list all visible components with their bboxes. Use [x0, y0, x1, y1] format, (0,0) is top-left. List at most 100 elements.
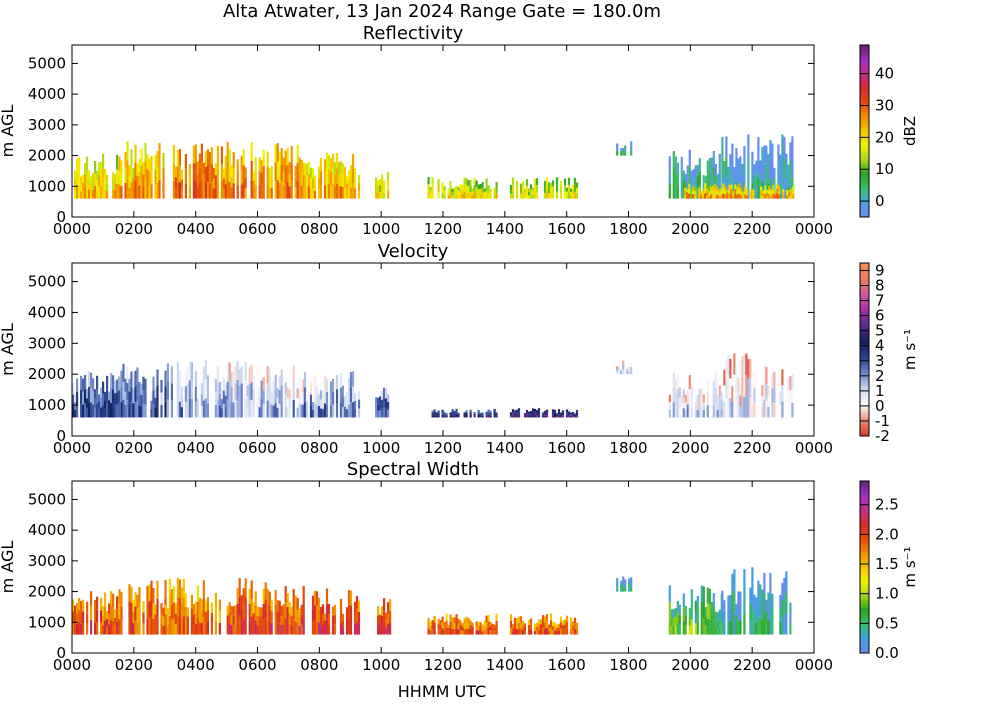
x-tick-label: 0600 — [238, 439, 276, 457]
x-tick-label: 0400 — [177, 220, 215, 238]
colorbar: 0.0 0.5 1.0 1.5 2.0 2.5 m s⁻¹ — [859, 480, 919, 662]
y-tick-label: 2000 — [28, 365, 66, 383]
x-tick-label: 1800 — [609, 656, 647, 674]
y-tick-label: 1000 — [28, 396, 66, 414]
x-tick-label: 1000 — [362, 439, 400, 457]
echo-block — [226, 361, 305, 418]
panel-spectral-width: Spectral Width 0000 0200 0400 0600 0800 1000 12… — [0, 459, 919, 674]
x-tick-label: 0600 — [238, 656, 276, 674]
y-tick-label: 2000 — [28, 583, 66, 601]
x-tick-label: 2200 — [733, 656, 771, 674]
x-tick-label: 1600 — [548, 439, 586, 457]
x-tick-label: 2000 — [671, 220, 709, 238]
echo-block — [118, 141, 165, 199]
colorbar-tick-label: 7 — [875, 292, 885, 310]
echo-block — [164, 577, 221, 635]
colorbar-tick-label: 6 — [875, 307, 885, 325]
colorbar-tick-label: 2 — [875, 367, 885, 385]
echo-block — [723, 353, 794, 418]
colorbar-tick-label: 2.5 — [875, 496, 899, 514]
x-tick-label: 1400 — [486, 439, 524, 457]
x-tick-label: 1400 — [486, 656, 524, 674]
echo-block — [427, 613, 498, 635]
x-tick-label: 0200 — [115, 656, 153, 674]
x-tick-label: 0000 — [53, 439, 91, 457]
echo-block — [303, 152, 361, 199]
colorbar-gradient — [859, 480, 870, 654]
y-tick-label: 5000 — [28, 54, 66, 72]
colorbar-label: dBZ — [901, 116, 919, 146]
colorbar-gradient — [859, 262, 870, 437]
echo-block — [72, 371, 121, 418]
y-axis-label: m AGL — [0, 105, 17, 158]
x-tick-label: 1200 — [424, 220, 462, 238]
colorbar: 0 10 20 30 40 dBZ — [859, 44, 919, 218]
echo-block — [311, 588, 361, 635]
echo-block — [120, 363, 167, 418]
echo-data — [72, 353, 794, 418]
colorbar-tick-label: 0 — [875, 397, 885, 415]
colorbar-tick-label: 8 — [875, 277, 885, 295]
echo-block — [118, 579, 167, 635]
colorbar-tick-label: -2 — [875, 427, 890, 445]
echo-block — [375, 171, 390, 199]
colorbar-tick-label: 5 — [875, 322, 885, 340]
echo-block — [721, 567, 792, 635]
x-tick-label: 1600 — [548, 220, 586, 238]
colorbar-label: m s⁻¹ — [901, 546, 919, 587]
echo-block — [616, 360, 633, 375]
echo-block — [509, 177, 579, 199]
y-tick-label: 3000 — [28, 552, 66, 570]
x-tick-label: 1200 — [424, 439, 462, 457]
echo-block — [74, 154, 121, 199]
x-tick-label: 1400 — [486, 220, 524, 238]
echo-block — [226, 578, 305, 635]
x-tick-label: 1000 — [362, 656, 400, 674]
y-tick-label: 5000 — [28, 273, 66, 291]
colorbar-tick-label: 30 — [875, 97, 894, 115]
echo-block — [303, 371, 361, 418]
colorbar-tick-label: 1 — [875, 382, 885, 400]
y-axis-label: m AGL — [0, 541, 17, 594]
x-tick-label: 1200 — [424, 656, 462, 674]
x-tick-label: 1800 — [609, 220, 647, 238]
x-tick-label: 1800 — [609, 439, 647, 457]
colorbar-tick-label: 1.5 — [875, 555, 899, 573]
colorbar-tick-label: 40 — [875, 65, 894, 83]
echo-block — [377, 598, 392, 635]
x-tick-label: 0000 — [795, 439, 833, 457]
x-tick-label: 0800 — [300, 220, 338, 238]
colorbar-tick-label: 3 — [875, 352, 885, 370]
x-tick-label: 0800 — [300, 439, 338, 457]
x-tick-label: 2200 — [733, 220, 771, 238]
x-tick-label: 2200 — [733, 439, 771, 457]
y-tick-label: 4000 — [28, 521, 66, 539]
colorbar-tick-label: 0.0 — [875, 644, 899, 662]
y-tick-label: 0 — [56, 208, 66, 226]
panel-title: Spectral Width — [347, 459, 479, 480]
y-tick-label: 4000 — [28, 85, 66, 103]
y-tick-label: 0 — [56, 644, 66, 662]
echo-data — [72, 567, 792, 635]
x-tick-label: 0000 — [53, 656, 91, 674]
colorbar-tick-label: 4 — [875, 337, 885, 355]
y-axis-label: m AGL — [0, 323, 17, 376]
y-tick-label: 3000 — [28, 116, 66, 134]
x-tick-label: 0200 — [115, 220, 153, 238]
colorbar-tick-label: 1.0 — [875, 585, 899, 603]
colorbar-tick-label: 0.5 — [875, 614, 899, 632]
x-tick-label: 1000 — [362, 220, 400, 238]
y-tick-label: 3000 — [28, 334, 66, 352]
echo-block — [226, 141, 305, 199]
echo-block — [509, 613, 579, 635]
y-tick-label: 0 — [56, 427, 66, 445]
colorbar-tick-label: -1 — [875, 412, 890, 430]
echo-block — [668, 372, 723, 418]
panel-title: Velocity — [378, 241, 449, 262]
echo-block — [684, 183, 795, 199]
